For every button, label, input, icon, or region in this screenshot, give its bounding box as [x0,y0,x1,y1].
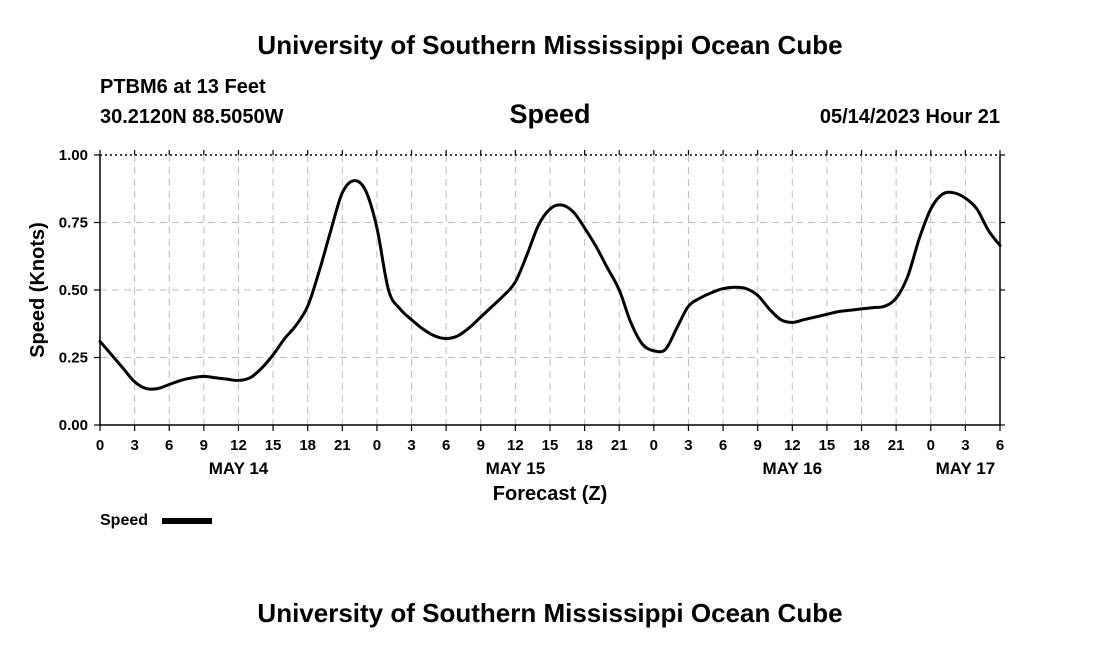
x-tick-label: 6 [996,437,1004,454]
x-tick-label: 9 [200,437,208,454]
x-tick-label: 6 [719,437,727,454]
speed-series-line [98,179,1002,391]
x-tick-label: 18 [853,437,870,454]
coordinates-label: 30.2120N 88.5050W [100,106,284,128]
date-label: MAY 17 [936,459,996,478]
date-label: MAY 15 [486,459,546,478]
x-tick-label: 12 [230,437,247,454]
legend-label: Speed [100,512,148,529]
x-tick-label: 21 [611,437,628,454]
x-tick-label: 15 [542,437,559,454]
x-tick-label: 3 [684,437,692,454]
x-tick-label: 6 [165,437,173,454]
x-tick-label: 0 [650,437,658,454]
x-tick-label: 9 [754,437,762,454]
x-tick-label: 21 [334,437,351,454]
station-label: PTBM6 at 13 Feet [100,76,266,98]
y-tick-label: 1.00 [59,147,88,164]
x-tick-label: 12 [784,437,801,454]
date-label: MAY 16 [763,459,823,478]
x-tick-label: 12 [507,437,524,454]
y-tick-label: 0.75 [59,215,88,232]
x-tick-label: 0 [96,437,104,454]
x-tick-label: 21 [888,437,905,454]
x-tick-label: 15 [819,437,836,454]
x-tick-label: 3 [130,437,138,454]
forecast-datetime: 05/14/2023 Hour 21 [819,106,1000,128]
y-tick-label: 0.25 [59,350,88,367]
x-tick-label: 3 [407,437,415,454]
x-tick-label: 15 [265,437,282,454]
x-tick-label: 3 [961,437,969,454]
y-tick-label: 0.50 [59,282,88,299]
chart-title: Speed [509,99,591,129]
y-tick-label: 0.00 [59,417,88,434]
page-title: University of Southern Mississippi Ocean… [257,30,843,60]
x-axis-label: Forecast (Z) [493,483,607,505]
x-tick-label: 18 [299,437,316,454]
x-tick-label: 0 [927,437,935,454]
x-tick-label: 0 [373,437,381,454]
footer-title: University of Southern Mississippi Ocean… [257,598,843,628]
x-tick-label: 6 [442,437,450,454]
x-tick-label: 9 [477,437,485,454]
y-axis-label: Speed (Knots) [27,222,49,358]
date-label: MAY 14 [209,459,269,478]
x-tick-label: 18 [576,437,593,454]
